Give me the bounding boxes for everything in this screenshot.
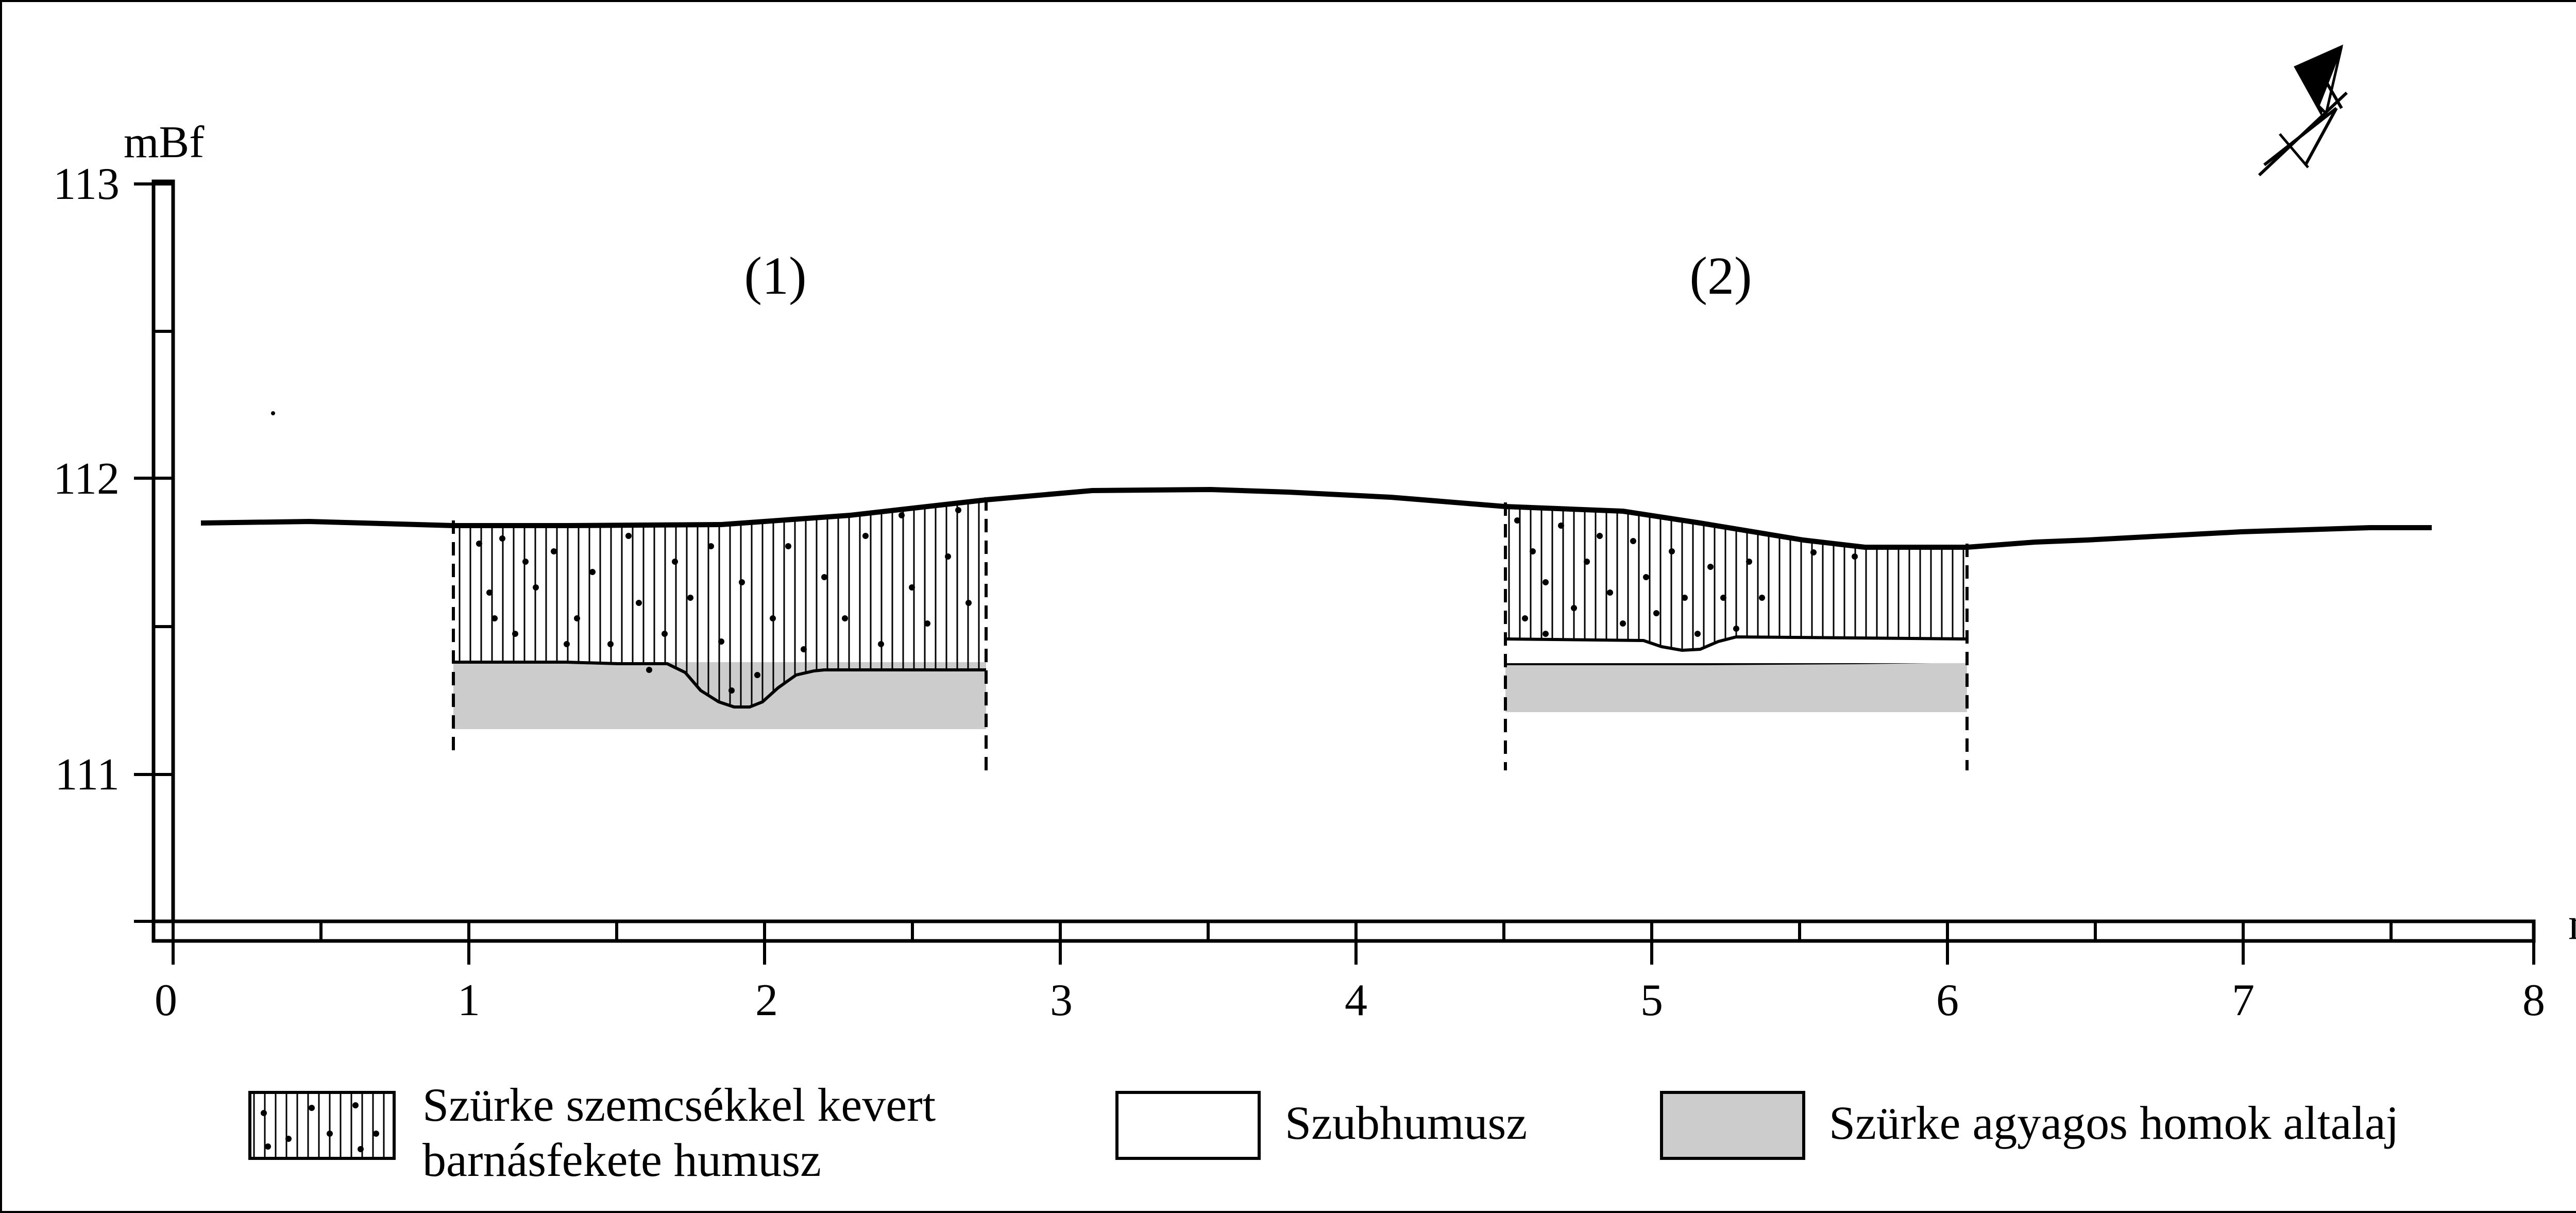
x-tick-label: 2 xyxy=(755,975,778,1025)
stray-mark xyxy=(271,411,275,415)
legend-item-subhumus: Szubhumusz xyxy=(1115,1091,1527,1160)
humus-layer xyxy=(453,500,986,707)
legend-label-humus-line1: Szürke szemcsékkel kevert xyxy=(422,1079,936,1131)
y-axis-bar xyxy=(151,179,175,923)
legend-item-humus: Szürke szemcsékkel kevert barnásfekete h… xyxy=(248,1079,936,1186)
x-tick-label: 8 xyxy=(2522,975,2545,1025)
legend-item-subsoil: Szürke agyagos homok altalaj xyxy=(1660,1091,2399,1160)
section-label-2: (2) xyxy=(1689,246,1752,306)
legend: Szürke szemcsékkel kevert barnásfekete h… xyxy=(248,1079,2399,1186)
y-tick-label: 113 xyxy=(53,159,120,209)
legend-label-subhumus: Szubhumusz xyxy=(1285,1097,1527,1149)
layer-boundary xyxy=(1505,635,1968,652)
x-tick-label: 6 xyxy=(1936,975,1959,1025)
legend-label-subsoil: Szürke agyagos homok altalaj xyxy=(1829,1097,2399,1149)
humus-dots xyxy=(476,507,972,694)
x-axis-unit: m xyxy=(2568,899,2576,949)
humus-layer xyxy=(1505,507,1967,650)
subhumus-layer xyxy=(1505,637,1967,663)
layer-boundary xyxy=(453,661,986,709)
x-axis: 0 1 2 3 4 5 6 7 8 m xyxy=(151,899,2576,1025)
y-axis: mBf 113 112 111 xyxy=(53,117,205,923)
legend-label-humus-line2: barnásfekete humusz xyxy=(422,1134,821,1186)
y-tick-label: 111 xyxy=(55,750,120,800)
x-tick-label: 5 xyxy=(1640,975,1663,1025)
legend-swatch-subsoil xyxy=(1660,1091,1805,1160)
y-tick-label: 112 xyxy=(53,454,120,504)
x-tick-label: 0 xyxy=(155,975,177,1025)
humus-dots xyxy=(1514,517,1858,637)
y-axis-unit: mBf xyxy=(124,117,205,167)
subsoil-layer xyxy=(1505,661,1967,712)
profile-section-1 xyxy=(452,497,988,770)
profile-section-2 xyxy=(1504,502,1969,770)
legend-swatch-subhumus xyxy=(1115,1091,1261,1160)
north-arrow-icon xyxy=(2258,44,2348,177)
legend-swatch-humus xyxy=(248,1091,396,1160)
section-label-1: (1) xyxy=(744,246,806,306)
x-tick-label: 1 xyxy=(457,975,480,1025)
x-tick-label: 4 xyxy=(1345,975,1367,1025)
x-tick-label: 3 xyxy=(1050,975,1073,1025)
x-axis-bar xyxy=(151,919,2536,943)
x-tick-label: 7 xyxy=(2232,975,2255,1025)
ground-surface xyxy=(200,487,2432,550)
legend-swatch-dots xyxy=(261,1102,379,1152)
